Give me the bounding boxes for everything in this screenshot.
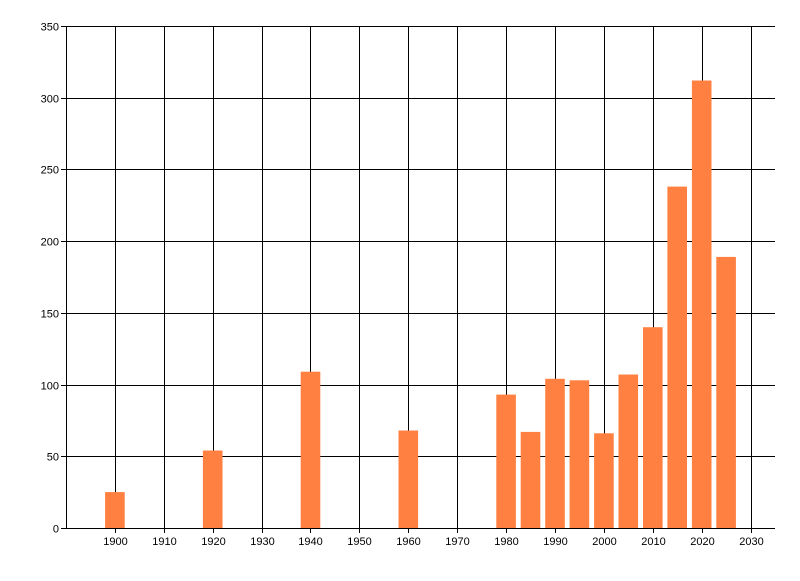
bar-1940: [300, 371, 321, 528]
bar-1985: [520, 431, 541, 528]
x-tick-label: 1980: [494, 536, 518, 548]
bar-1980: [496, 394, 516, 528]
x-tick-label: 1970: [445, 536, 469, 548]
bar-1960: [398, 430, 419, 528]
x-tick-label: 1910: [152, 536, 176, 548]
bar-1920: [202, 450, 223, 528]
x-tick-label: 1990: [543, 536, 567, 548]
bar-2015: [667, 186, 687, 528]
y-tick-label: 350: [41, 22, 59, 34]
x-tick-label: 1940: [298, 536, 322, 548]
y-tick-label: 200: [41, 237, 59, 249]
bar-2025: [716, 256, 736, 528]
y-tick-label: 0: [53, 524, 59, 536]
bars: [105, 80, 736, 528]
x-tick-label: 1930: [250, 536, 274, 548]
y-tick-label: 150: [41, 309, 59, 321]
x-tick-label: 2020: [690, 536, 714, 548]
y-tick-label: 50: [47, 452, 59, 464]
x-tick-label: 2000: [592, 536, 616, 548]
bar-2000: [594, 433, 614, 528]
x-tick-label: 1950: [347, 536, 371, 548]
bar-1900: [105, 492, 125, 528]
bar-1995: [569, 380, 590, 528]
x-tick-label: 1920: [201, 536, 225, 548]
bar-2020: [691, 80, 712, 528]
y-tick-label: 300: [41, 94, 59, 106]
bar-2010: [643, 327, 663, 528]
bar-2005: [618, 374, 639, 528]
x-tick-label: 1960: [396, 536, 420, 548]
x-tick-label: 2010: [641, 536, 665, 548]
y-tick-label: 100: [41, 381, 59, 393]
x-tick-label: 2030: [739, 536, 763, 548]
bar-1990: [545, 378, 565, 528]
y-tick-label: 250: [41, 165, 59, 177]
axes: 0 50 100 150 200 250 300 350 1900 1910 1920 1930 194…: [41, 22, 775, 548]
x-tick-label: 1900: [103, 536, 127, 548]
